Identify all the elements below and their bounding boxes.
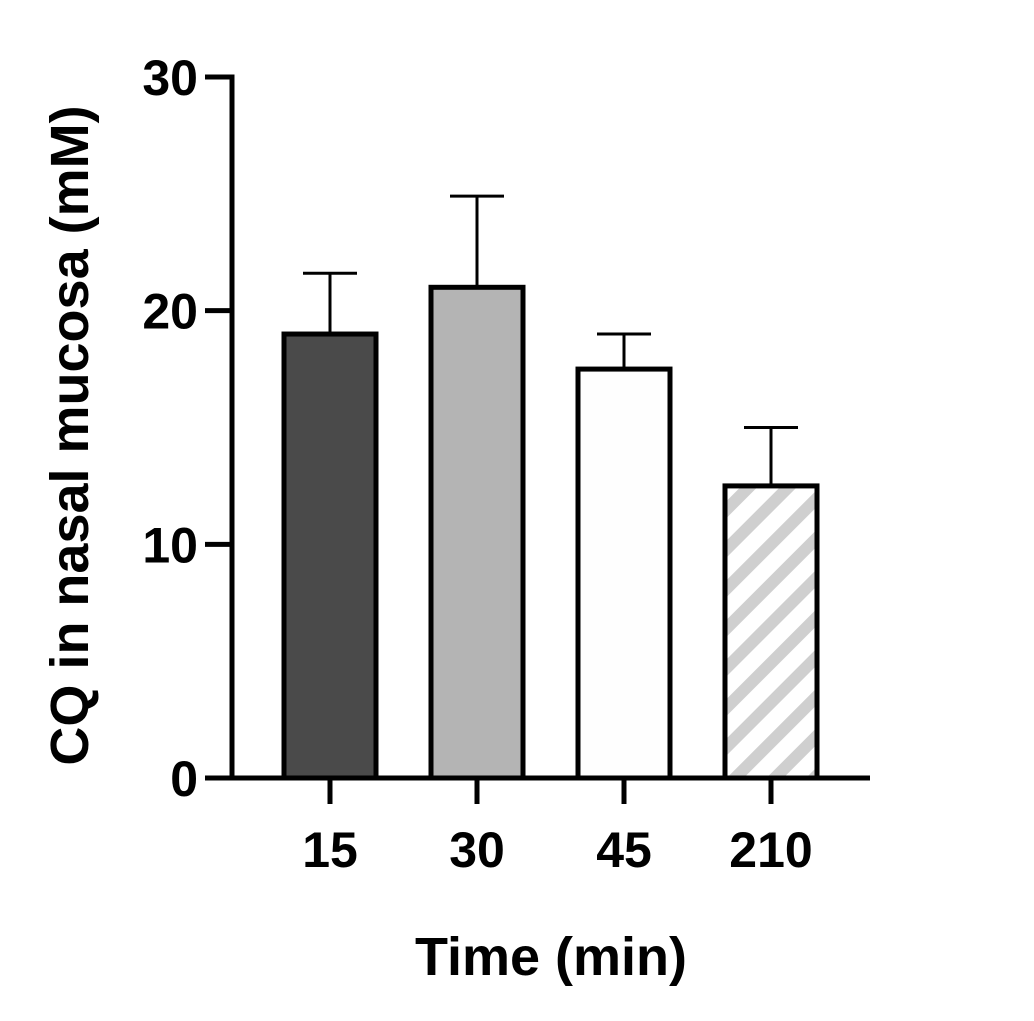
x-tick-label: 210 — [729, 822, 812, 878]
y-tick-label: 0 — [170, 751, 198, 807]
x-tick-label: 30 — [449, 822, 505, 878]
error-bars — [303, 194, 798, 486]
error-bar-45 — [597, 332, 651, 370]
y-axis-title: CQ in nasal mucosa (mM) — [40, 105, 100, 765]
x-axis-ticks: 15 30 45 210 — [302, 778, 813, 878]
y-tick-label: 10 — [142, 517, 198, 573]
x-tick-label: 45 — [596, 822, 652, 878]
bar-15 — [281, 331, 379, 781]
error-bar-210 — [744, 426, 798, 486]
bar-210 — [722, 483, 820, 781]
bars — [281, 284, 820, 781]
x-tick-label: 15 — [302, 822, 358, 878]
y-tick-label: 30 — [142, 50, 198, 106]
y-tick-label: 20 — [142, 284, 198, 340]
error-bar-30 — [450, 194, 504, 288]
bar-30 — [428, 284, 526, 781]
y-axis-ticks: 0 10 20 30 — [142, 50, 232, 807]
x-axis-title: Time (min) — [415, 927, 687, 987]
error-bar-15 — [303, 271, 357, 335]
bar-45 — [575, 366, 673, 781]
